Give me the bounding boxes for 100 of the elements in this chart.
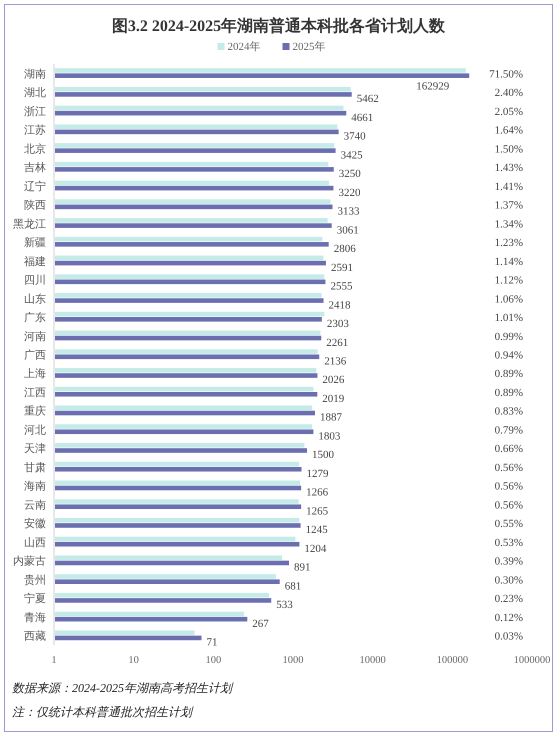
data-label: 2591 xyxy=(330,262,353,274)
annotation: 0.03% xyxy=(494,630,523,643)
data-label: 1500 xyxy=(312,449,335,462)
data-label: 3061 xyxy=(336,224,359,236)
data-label: 3220 xyxy=(338,186,361,199)
y-tick-label: 浙江 xyxy=(24,104,46,118)
data-label: 1279 xyxy=(306,468,330,480)
y-tick-label: 广西 xyxy=(24,348,46,362)
annotation: 1.14% xyxy=(494,256,523,268)
chart-title: 图3.2 2024-2025年湖南普通本科批各省计划人数 xyxy=(112,16,446,35)
annotation: 0.23% xyxy=(494,593,523,606)
text: 注：仅统计本科普通批次招生计划 xyxy=(12,705,194,719)
y-tick-label: 云南 xyxy=(24,498,46,512)
y-tick-label: 山东 xyxy=(24,292,46,306)
annotation: 1.41% xyxy=(494,180,523,193)
y-tick-label: 河南 xyxy=(24,330,46,343)
y-tick-label: 海南 xyxy=(24,480,46,493)
data-label: 2019 xyxy=(322,392,345,405)
annotation: 0.39% xyxy=(494,556,523,568)
y-tick-label: 河北 xyxy=(24,423,46,436)
y-tick-label: 山西 xyxy=(24,536,46,549)
data-label: 1265 xyxy=(306,505,329,518)
annotation: 0.30% xyxy=(494,574,523,586)
legend-label: 2024年 xyxy=(228,41,260,53)
y-tick-label: 江西 xyxy=(24,386,46,399)
data-label: 1887 xyxy=(320,412,342,424)
data-label: 533 xyxy=(276,599,294,612)
annotation: 0.56% xyxy=(494,499,523,512)
data-label: 2136 xyxy=(324,356,347,368)
annotation: 0.53% xyxy=(494,536,523,549)
y-tick-label: 陕西 xyxy=(24,200,46,212)
x-tick-label: 1 xyxy=(51,655,57,666)
y-tick-label: 重庆 xyxy=(24,404,46,418)
x-tick-label: 10000 xyxy=(360,655,386,666)
data-label: 1245 xyxy=(306,524,328,536)
y-tick-label: 甘肃 xyxy=(24,460,46,474)
data-label: 162929 xyxy=(416,80,450,92)
annotation: 0.79% xyxy=(494,424,523,436)
data-label: 3740 xyxy=(344,130,366,143)
x-tick-label: 100000 xyxy=(436,655,468,666)
source-note: 数据来源：2024-2025年湖南高考招生计划 xyxy=(12,681,234,695)
annotation: 1.06% xyxy=(494,293,523,306)
annotation: 1.23% xyxy=(494,237,523,250)
y-tick-label: 福建 xyxy=(24,254,46,268)
annotation: 0.83% xyxy=(494,406,523,418)
y-tick-label: 宁夏 xyxy=(24,592,46,606)
data-label: 1204 xyxy=(304,542,327,555)
annotation: 1.34% xyxy=(494,218,523,230)
data-label: 681 xyxy=(284,580,302,592)
annotation: 0.55% xyxy=(494,518,523,530)
data-label: 3425 xyxy=(340,149,364,162)
data-label: 2418 xyxy=(328,299,352,312)
x-tick-label: 1000000 xyxy=(514,655,550,666)
x-tick-label: 10 xyxy=(128,655,139,666)
y-tick-label: 天津 xyxy=(24,442,46,456)
data-label: 267 xyxy=(252,618,270,630)
data-label: 3250 xyxy=(338,168,362,180)
annotation: 1.01% xyxy=(494,312,523,324)
y-tick-label: 黑龙江 xyxy=(13,217,46,230)
annotation: 71.50% xyxy=(489,68,523,80)
y-tick-label: 湖南 xyxy=(24,67,46,80)
y-tick-label: 新疆 xyxy=(24,236,46,250)
y-tick-label: 辽宁 xyxy=(24,180,46,193)
y-tick-label: 贵州 xyxy=(24,573,46,586)
data-label: 2303 xyxy=(326,318,350,330)
x-tick-label: 100 xyxy=(205,655,222,666)
y-tick-label: 西藏 xyxy=(24,630,46,643)
annotation: 0.12% xyxy=(494,612,523,624)
annotation: 1.12% xyxy=(494,274,523,287)
annotation: 0.89% xyxy=(494,386,523,399)
data-label: 3133 xyxy=(338,206,360,218)
data-label: 1803 xyxy=(318,430,341,442)
y-tick-label: 湖北 xyxy=(24,86,46,100)
data-label: 891 xyxy=(294,562,311,574)
data-label: 71 xyxy=(206,636,218,649)
y-tick-label: 北京 xyxy=(24,142,46,156)
data-label: 4661 xyxy=(351,112,374,124)
annotation: 1.43% xyxy=(494,162,523,174)
data-label: 2806 xyxy=(334,243,356,256)
y-tick-label: 吉林 xyxy=(24,161,46,174)
annotation: 0.99% xyxy=(494,330,523,343)
annotation: 0.94% xyxy=(494,350,523,362)
data-label: 2026 xyxy=(322,374,345,386)
y-tick-label: 内蒙古 xyxy=(13,554,46,568)
annotation: 0.56% xyxy=(494,462,523,474)
y-tick-label: 江苏 xyxy=(24,124,46,137)
y-tick-label: 广东 xyxy=(24,311,46,324)
annotation: 2.40% xyxy=(494,87,523,100)
y-tick-label: 四川 xyxy=(24,274,46,287)
data-label: 5462 xyxy=(356,93,379,106)
annotation: 1.64% xyxy=(494,124,523,137)
y-tick-label: 青海 xyxy=(24,610,46,624)
legend-label: 2025年 xyxy=(292,41,326,53)
annotation: 1.37% xyxy=(494,200,523,212)
y-tick-label: 安徽 xyxy=(24,517,46,530)
annotation: 1.50% xyxy=(494,143,523,156)
data-label: 2555 xyxy=(330,280,353,293)
x-tick-label: 1000 xyxy=(282,655,304,666)
annotation: 0.56% xyxy=(494,480,523,493)
data-label: 1266 xyxy=(306,486,329,499)
